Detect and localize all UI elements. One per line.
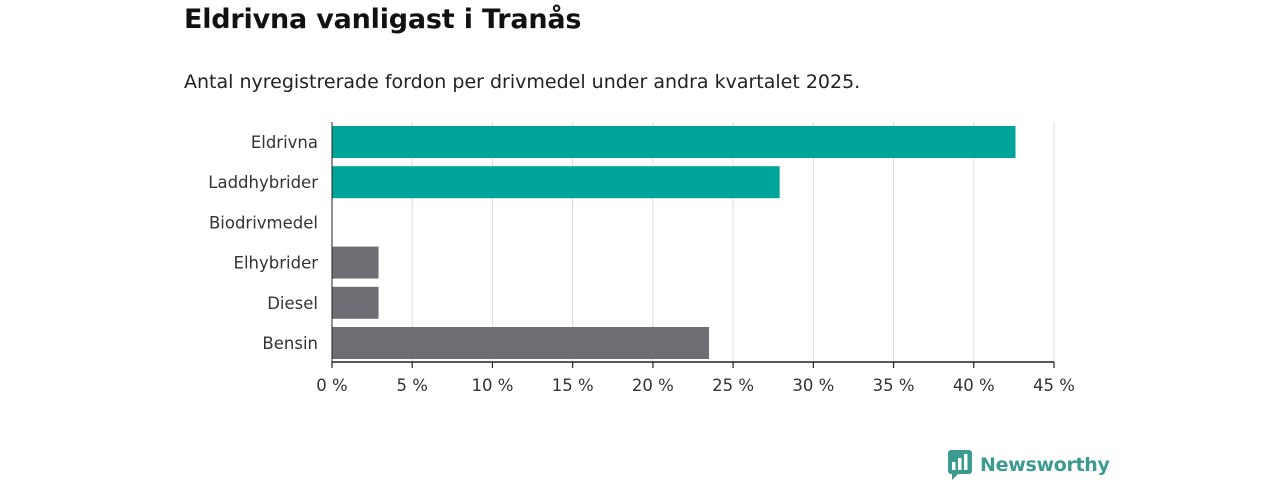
- newsworthy-logo-icon: [948, 450, 972, 480]
- category-label: Laddhybrider: [208, 173, 318, 192]
- x-tick-label: 10 %: [471, 376, 513, 395]
- x-tick-label: 25 %: [712, 376, 754, 395]
- chart-subtitle: Antal nyregistrerade fordon per drivmede…: [184, 71, 861, 93]
- x-tick-label: 0 %: [316, 376, 347, 395]
- x-tick-label: 20 %: [632, 376, 674, 395]
- x-axis: 0 % 5 % 10 % 15 % 20 % 25 % 30 % 35 % 40 % 45 %: [316, 122, 1075, 395]
- bar: [332, 166, 780, 199]
- newsworthy-logo: Newsworthy: [948, 450, 1110, 480]
- x-tick-label: 35 %: [873, 376, 915, 395]
- x-tick-label: 15 %: [552, 376, 594, 395]
- category-label: Elhybrider: [234, 254, 319, 273]
- bars: [332, 126, 1016, 359]
- x-tick-label: 5 %: [397, 376, 428, 395]
- bar: [332, 246, 379, 279]
- bar: [332, 327, 710, 359]
- x-tick-label: 40 %: [953, 376, 995, 395]
- grid-lines: [411, 122, 1055, 362]
- x-tick-label: 30 %: [792, 376, 834, 395]
- bar-chart: 0 % 5 % 10 % 15 % 20 % 25 % 30 % 35 % 40 % 45 % E…: [208, 122, 1075, 395]
- category-labels: Eldrivna Laddhybrider Biodrivmedel Elhybrid…: [208, 133, 318, 353]
- category-label: Eldrivna: [251, 133, 318, 152]
- bar: [332, 286, 379, 319]
- x-tick-label: 45 %: [1033, 376, 1075, 395]
- brand-name: Newsworthy: [980, 454, 1110, 476]
- chart-title: Eldrivna vanligast i Tranås: [184, 4, 582, 35]
- category-label: Biodrivmedel: [209, 213, 318, 232]
- category-label: Bensin: [262, 334, 318, 353]
- bar: [332, 126, 1016, 158]
- category-label: Diesel: [267, 294, 318, 313]
